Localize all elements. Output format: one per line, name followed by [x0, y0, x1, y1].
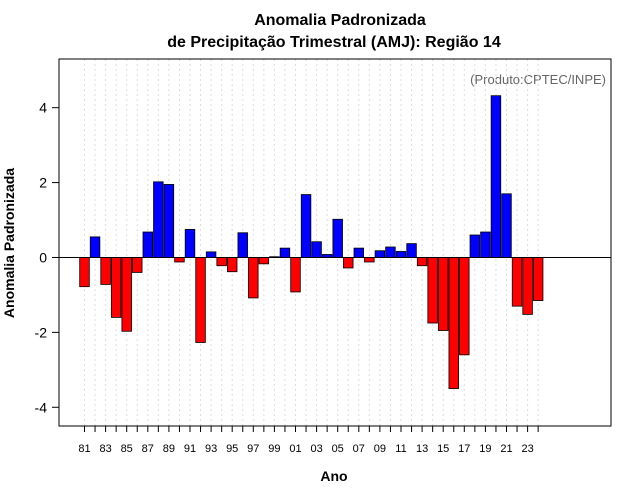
x-tick-label: 21: [500, 443, 512, 455]
bar-1982: [89, 236, 101, 258]
bar-1990: [174, 257, 185, 263]
x-tick-label: 87: [142, 443, 154, 455]
bar-1992: [195, 257, 206, 343]
bar-2002: [300, 194, 312, 258]
y-tick-label: -2: [35, 324, 48, 340]
bar-1983: [100, 257, 111, 285]
bar-1986: [132, 257, 143, 273]
bar-1988: [153, 181, 164, 258]
bar-1997: [248, 257, 259, 299]
bar-2016: [448, 257, 459, 389]
bar-1989: [163, 184, 175, 258]
chart-title: Anomalia Padronizada: [254, 12, 426, 29]
x-tick-label: 99: [268, 443, 280, 455]
y-tick-label: 4: [39, 100, 47, 116]
bar-2019: [480, 231, 491, 258]
x-tick-label: 95: [226, 443, 238, 455]
bar-1985: [121, 257, 132, 332]
bar-2014: [427, 257, 438, 324]
bar-1991: [184, 228, 196, 258]
bar-2006: [343, 257, 354, 269]
y-tick-label: -4: [35, 399, 48, 415]
bar-2003: [311, 241, 322, 258]
bar-2017: [459, 257, 470, 356]
x-tick-label: 07: [353, 443, 365, 455]
x-axis-label: Ano: [320, 468, 347, 484]
bar-2007: [353, 247, 365, 258]
bar-1996: [237, 232, 248, 258]
x-tick-label: 93: [205, 443, 217, 455]
x-tick-label: 03: [310, 443, 322, 455]
bar-2018: [469, 234, 481, 258]
bar-2021: [501, 193, 512, 258]
bar-2011: [395, 251, 407, 258]
x-tick-label: 81: [78, 443, 90, 455]
plot-frame: [58, 58, 612, 427]
x-tick-label: 89: [163, 443, 175, 455]
bar-1993: [205, 251, 217, 258]
bar-2009: [374, 250, 386, 258]
x-tick-label: 19: [479, 443, 491, 455]
bar-2023: [522, 257, 533, 315]
x-tick-label: 17: [458, 443, 470, 455]
bar-1984: [110, 257, 122, 318]
bar-2005: [332, 218, 343, 258]
bar-2008: [364, 257, 375, 263]
bar-1994: [216, 257, 227, 267]
bar-2022: [511, 257, 523, 307]
bar-2013: [416, 257, 428, 267]
chart-subtitle: de Precipitação Trimestral (AMJ): Região…: [167, 34, 501, 51]
x-tick-label: 23: [521, 443, 533, 455]
bar-2020: [490, 95, 502, 258]
x-tick-label: 83: [99, 443, 111, 455]
x-tick-label: 11: [395, 443, 406, 455]
x-tick-label: 09: [374, 443, 386, 455]
bar-2024: [532, 257, 544, 301]
y-tick-label: 2: [39, 175, 47, 191]
y-tick-label: 0: [39, 249, 47, 265]
bar-2012: [406, 243, 417, 258]
y-axis-label: Anomalia Padronizada: [1, 168, 17, 318]
bar-1987: [142, 231, 154, 258]
bar-2001: [290, 257, 301, 293]
x-tick-label: 97: [247, 443, 259, 455]
bar-1995: [226, 257, 238, 273]
x-tick-label: 15: [437, 443, 449, 455]
x-tick-label: 91: [184, 443, 196, 455]
bar-2010: [385, 246, 396, 258]
bar-1998: [258, 257, 270, 265]
x-tick-label: 13: [416, 443, 428, 455]
bar-2000: [279, 247, 291, 258]
plot-area: -4 -2 0 2 4 81 83 85 87 89 91 93 95 97 99 01 03 05 07 09 11 1…: [35, 58, 612, 455]
x-tick-label: 01: [289, 443, 301, 455]
bar-1981: [79, 257, 90, 288]
bar-2015: [437, 257, 449, 331]
x-tick-label: 85: [121, 443, 133, 455]
x-tick-label: 05: [332, 443, 344, 455]
